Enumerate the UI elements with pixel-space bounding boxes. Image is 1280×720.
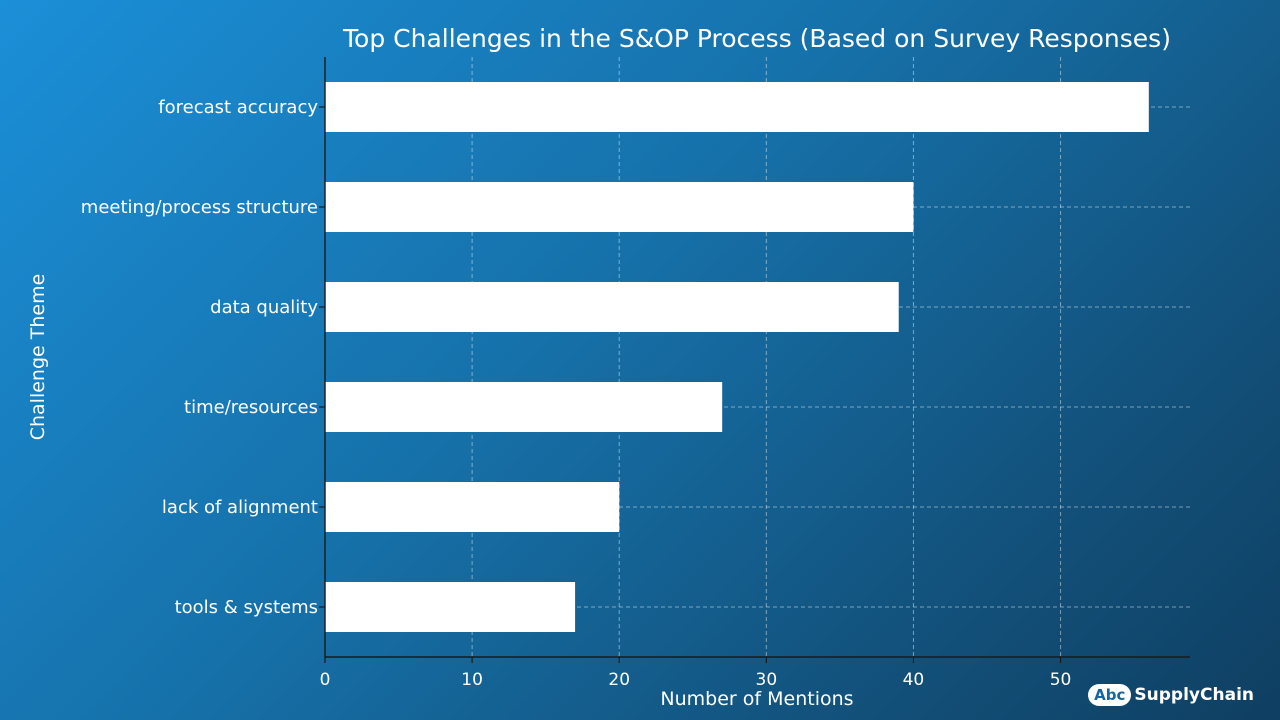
bar-meeting-process-structure	[325, 182, 914, 232]
bar-tools-systems	[325, 582, 576, 632]
bars-group	[325, 82, 1149, 632]
bar-time-resources	[325, 382, 723, 432]
y-tick-label: lack of alignment	[162, 497, 318, 518]
bar-forecast-accuracy	[325, 82, 1149, 132]
x-tick-label: 40	[903, 670, 925, 690]
y-tick-label: forecast accuracy	[158, 97, 318, 118]
bar-lack-of-alignment	[325, 482, 620, 532]
y-tick-label: meeting/process structure	[81, 197, 318, 218]
y-axis-label: Challenge Theme	[27, 274, 49, 441]
x-tick-label: 50	[1050, 670, 1072, 690]
x-tick-label: 0	[320, 670, 331, 690]
axes	[319, 57, 1190, 663]
grid	[324, 57, 1190, 657]
x-tick-label: 20	[608, 670, 630, 690]
y-tick-label: data quality	[210, 297, 318, 318]
brand-name: SupplyChain	[1134, 685, 1254, 705]
chart-title: Top Challenges in the S&OP Process (Base…	[342, 24, 1171, 53]
tick-labels: 0 10 20 30 40 50 forecast accuracy meeting/proc…	[81, 97, 1072, 690]
x-tick-label: 10	[461, 670, 483, 690]
y-tick-label: time/resources	[184, 397, 318, 418]
y-tick-label: tools & systems	[175, 597, 318, 618]
brand-badge: Abc	[1088, 684, 1132, 706]
x-axis-label: Number of Mentions	[660, 688, 853, 710]
x-tick-label: 30	[756, 670, 778, 690]
brand-logo: Abc SupplyChain	[1088, 684, 1254, 706]
bar-data-quality	[325, 282, 899, 332]
